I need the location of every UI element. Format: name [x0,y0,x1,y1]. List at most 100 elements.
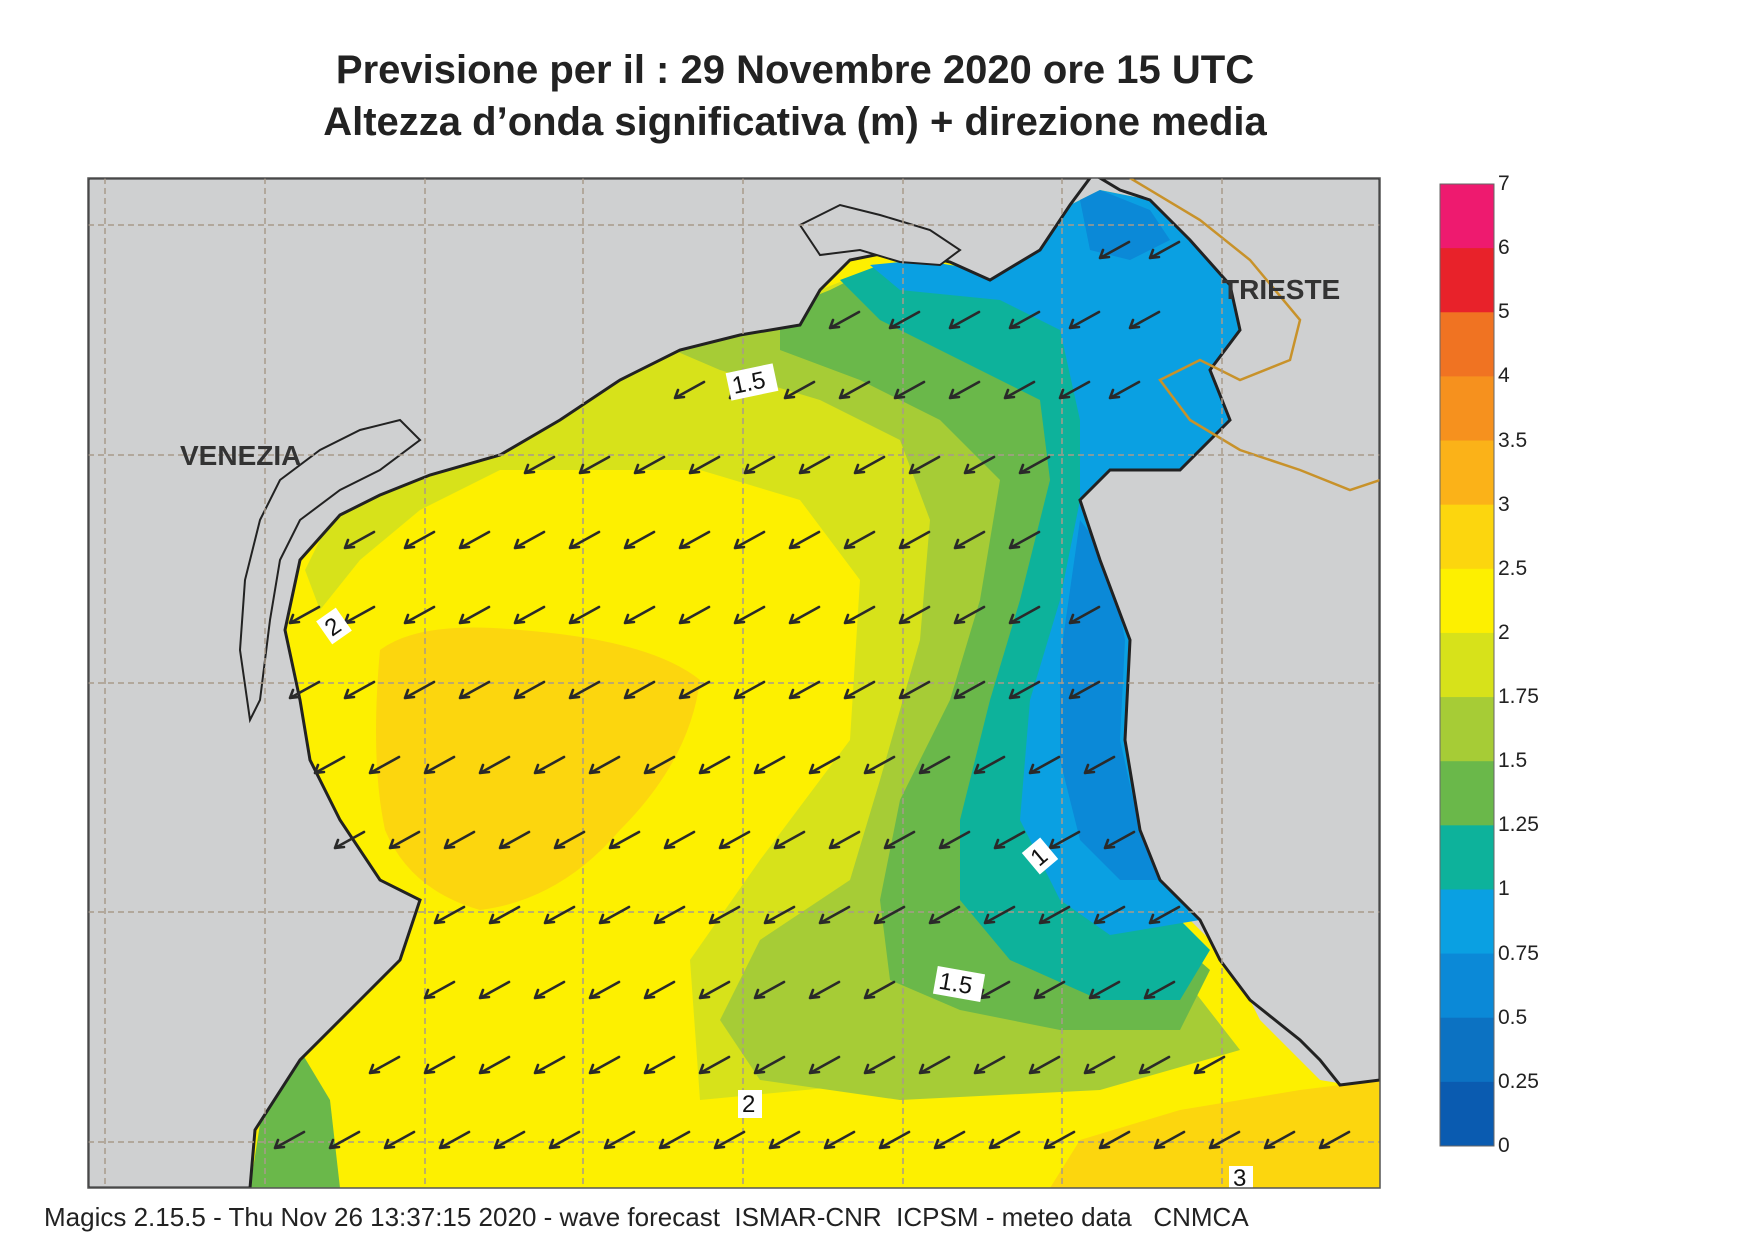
wave-arrow [678,530,711,550]
wave-arrow [273,1130,306,1150]
colorbar-tick-label: 1 [1498,877,1510,901]
wave-arrow [1318,1130,1351,1150]
wave-arrow [678,605,711,625]
wave-arrow [1088,980,1121,1000]
wave-arrow [493,1130,526,1150]
colorbar-swatch [1440,697,1494,762]
colorbar-swatch [1440,312,1494,377]
wave-arrow [698,755,731,775]
wave-arrow [423,980,456,1000]
wave-arrow [863,1055,896,1075]
wave-arrow [733,605,766,625]
wave-arrow [543,905,576,925]
wave-arrow [783,380,816,400]
wave-arrow [1043,1130,1076,1150]
wave-arrow [1128,310,1161,330]
wave-arrow [643,980,676,1000]
wave-arrow [1263,1130,1296,1150]
colorbar-tick-label: 4 [1498,364,1510,388]
wave-arrow [688,455,721,475]
wave-arrow [1008,680,1041,700]
wave-arrow [863,980,896,1000]
wave-arrow [553,830,586,850]
wave-arrow [1148,905,1181,925]
wave-arrow [918,755,951,775]
wave-arrow [898,605,931,625]
colorbar-tick-label: 7 [1498,172,1510,195]
wave-arrow [478,755,511,775]
wave-arrow [1083,1055,1116,1075]
wave-arrow [753,1055,786,1075]
colorbar-swatch [1440,1081,1494,1147]
wave-arrow [533,755,566,775]
map-subtitle: Altezza d’onda significativa (m) + direz… [323,100,1267,144]
wave-arrow [568,605,601,625]
wave-arrow [973,1055,1006,1075]
wave-arrow [438,1130,471,1150]
wave-arrow [788,530,821,550]
national-border [1129,178,1380,492]
wave-arrow [838,380,871,400]
wave-arrow [533,1055,566,1075]
wave-arrow [523,455,556,475]
colorbar-swatch [1440,440,1494,506]
colorbar-tick-label: 6 [1498,236,1510,260]
wave-arrow [888,310,921,330]
wave-arrow [633,455,666,475]
wave-arrow [698,980,731,1000]
wave-arrow [1143,980,1176,1000]
wave-arrow [788,680,821,700]
colorbar-swatch [1440,568,1494,634]
wave-arrow [973,755,1006,775]
colorbar-swatch [1440,889,1494,955]
wave-arrow [1048,830,1081,850]
wave-arrow [328,1130,361,1150]
wave-arrow [288,680,321,700]
wave-arrow [948,310,981,330]
colorbar-swatch [1440,825,1494,890]
city-label-trieste: TRIESTE [1222,274,1340,305]
colorbar-tick-label: 0.75 [1498,941,1539,965]
wave-arrow [1008,530,1041,550]
wave-arrow [883,830,916,850]
wave-arrow [1068,605,1101,625]
wave-arrow [873,905,906,925]
wave-arrow [773,830,806,850]
land-east-istria [1078,178,1380,1087]
wave-arrow [343,530,376,550]
colorbar-tick-label: 0.5 [1498,1005,1528,1029]
wave-arrow [753,755,786,775]
wave-arrow [478,1055,511,1075]
sea-band-0.5-0.75 [1060,520,1170,880]
wave-arrow [673,380,706,400]
wave-arrow [798,455,831,475]
wave-arrow [1008,310,1041,330]
wave-arrow [983,905,1016,925]
wave-arrow [403,605,436,625]
wave-arrow [578,455,611,475]
wave-arrow [458,680,491,700]
wave-arrow [403,680,436,700]
wave-arrow [893,380,926,400]
wave-arrow [863,755,896,775]
wave-arrow [928,905,961,925]
wave-arrow [1083,755,1116,775]
wave-arrow [658,1130,691,1150]
colorbar-tick-label: 1.5 [1498,749,1528,773]
wave-arrow [433,905,466,925]
wave-arrow [513,530,546,550]
wave-arrow [568,680,601,700]
wave-arrow [1103,830,1136,850]
wave-arrow [513,605,546,625]
wave-arrow [443,830,476,850]
wave-arrow [623,605,656,625]
contour-label-1.5-south: 1.5 [937,968,975,1000]
wave-arrow [313,755,346,775]
wave-arrow [663,830,696,850]
north-lagoon [798,203,962,267]
wave-arrow [588,755,621,775]
wave-arrow [898,530,931,550]
colorbar-tick-label: 0.25 [1498,1069,1539,1093]
wave-arrow [718,830,751,850]
colorbar-frame [1439,183,1495,1147]
